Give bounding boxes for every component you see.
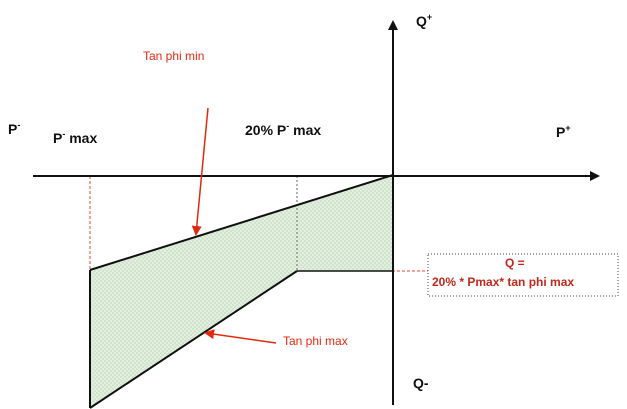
tan-phi-min-arrow: [191, 107, 209, 236]
q-minus-label: Q-: [413, 375, 429, 391]
q-plus-label: Q+: [416, 12, 432, 29]
p-minus-max-label: P- max: [53, 129, 97, 146]
tan-phi-min-line: [89, 174, 394, 271]
p-plus-label: P+: [556, 123, 571, 140]
capability-region: [90, 175, 393, 408]
q-formula-line1: Q =: [505, 256, 525, 270]
tan-phi-min-label: Tan phi min: [143, 49, 204, 63]
tan-phi-max-label: Tan phi max: [283, 334, 348, 348]
q-formula-line2: 20% * Pmax* tan phi max: [432, 275, 574, 289]
tan-phi-max-arrow: [204, 329, 277, 344]
p-minus-label: P-: [8, 120, 20, 137]
twenty-pct-p-max-label: 20% P- max: [245, 121, 321, 138]
tan-phi-max-line: [89, 270, 298, 409]
q-formula-box: [427, 253, 619, 297]
